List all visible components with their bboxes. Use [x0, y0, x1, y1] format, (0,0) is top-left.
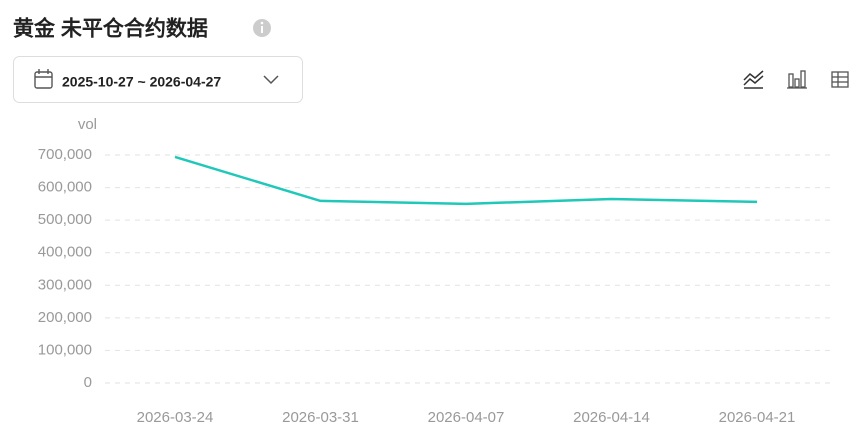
y-tick-label: 100,000	[38, 341, 92, 358]
y-tick-label: 300,000	[38, 276, 92, 293]
date-range: 2025-10-27 ~ 2026-04-27	[62, 74, 221, 90]
y-tick-label: 400,000	[38, 244, 92, 261]
line-view-icon[interactable]	[743, 70, 764, 89]
y-tick-label: 700,000	[38, 146, 92, 163]
x-tick-label: 2026-04-07	[428, 409, 505, 426]
y-tick-label: 0	[84, 374, 92, 391]
y-tick-label: 200,000	[38, 309, 92, 326]
x-tick-label: 2026-04-14	[573, 409, 650, 426]
y-tick-label: 600,000	[38, 179, 92, 196]
chart-title: 黄金 未平仓合约数据	[13, 17, 208, 41]
chevron	[263, 75, 279, 85]
bar-view-icon[interactable]	[787, 70, 807, 89]
x-tick-label: 2026-03-24	[137, 409, 214, 426]
date-picker[interactable]: 2025-10-27 ~ 2026-04-27	[13, 56, 303, 103]
x-tick-label: 2026-04-21	[719, 409, 796, 426]
calendar-icon	[34, 69, 53, 89]
x-tick-label: 2026-03-31	[282, 409, 359, 426]
table-view-icon[interactable]	[831, 71, 849, 88]
data-line	[174, 155, 758, 206]
info-icon[interactable]	[253, 19, 271, 37]
y-axis-label: vol	[78, 116, 97, 133]
y-tick-label: 500,000	[38, 211, 92, 228]
